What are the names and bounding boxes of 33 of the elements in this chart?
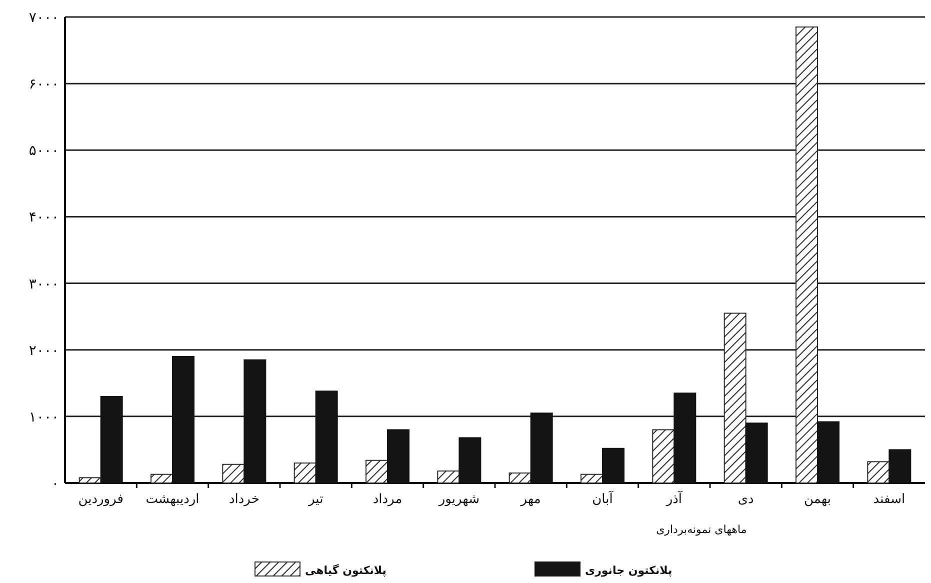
- y-tick-label: ۱۰۰۰: [28, 409, 59, 426]
- x-tick-label: فروردین: [78, 492, 124, 507]
- y-tick-label: ۰: [51, 476, 59, 492]
- x-tick-label: اسفند: [873, 492, 906, 507]
- bar: [222, 464, 245, 484]
- x-tick-label: مهر: [520, 492, 541, 507]
- x-tick-label: شهریور: [438, 492, 480, 507]
- y-tick-label: ۴۰۰۰: [28, 210, 59, 226]
- x-tick-label: بهمن: [804, 492, 832, 507]
- bar: [437, 470, 460, 484]
- x-tick-label: خرداد: [228, 492, 260, 507]
- bar: [294, 462, 316, 484]
- bar: [867, 461, 890, 484]
- x-tick-label: دی: [738, 492, 754, 507]
- x-tick-label: اردیبهشت: [146, 492, 200, 507]
- bar: [78, 477, 102, 484]
- x-tick-label: مرداد: [372, 492, 402, 507]
- y-tick-label: ۷۰۰۰: [28, 10, 59, 26]
- y-tick-label: ۳۰۰۰: [28, 276, 59, 292]
- y-tick-label: ۵۰۰۰: [28, 143, 59, 160]
- legend-label: پلانکتون گیاهی: [305, 564, 386, 577]
- bar: [150, 474, 173, 484]
- x-tick-label: آذر: [665, 490, 684, 507]
- bar: [652, 429, 675, 484]
- y-tick-label: ۲۰۰۰: [28, 342, 59, 359]
- legend-label: پلانکتون جانوری: [585, 564, 672, 577]
- y-tick-label: ۶۰۰۰: [28, 76, 59, 93]
- bar: [580, 474, 603, 484]
- x-tick-label: تیر: [307, 492, 324, 507]
- x-axis-title: ماههای نمونه‌برداری: [656, 523, 747, 536]
- bar: [366, 460, 388, 484]
- bar: [508, 472, 532, 484]
- x-tick-label: آبان: [592, 490, 614, 507]
